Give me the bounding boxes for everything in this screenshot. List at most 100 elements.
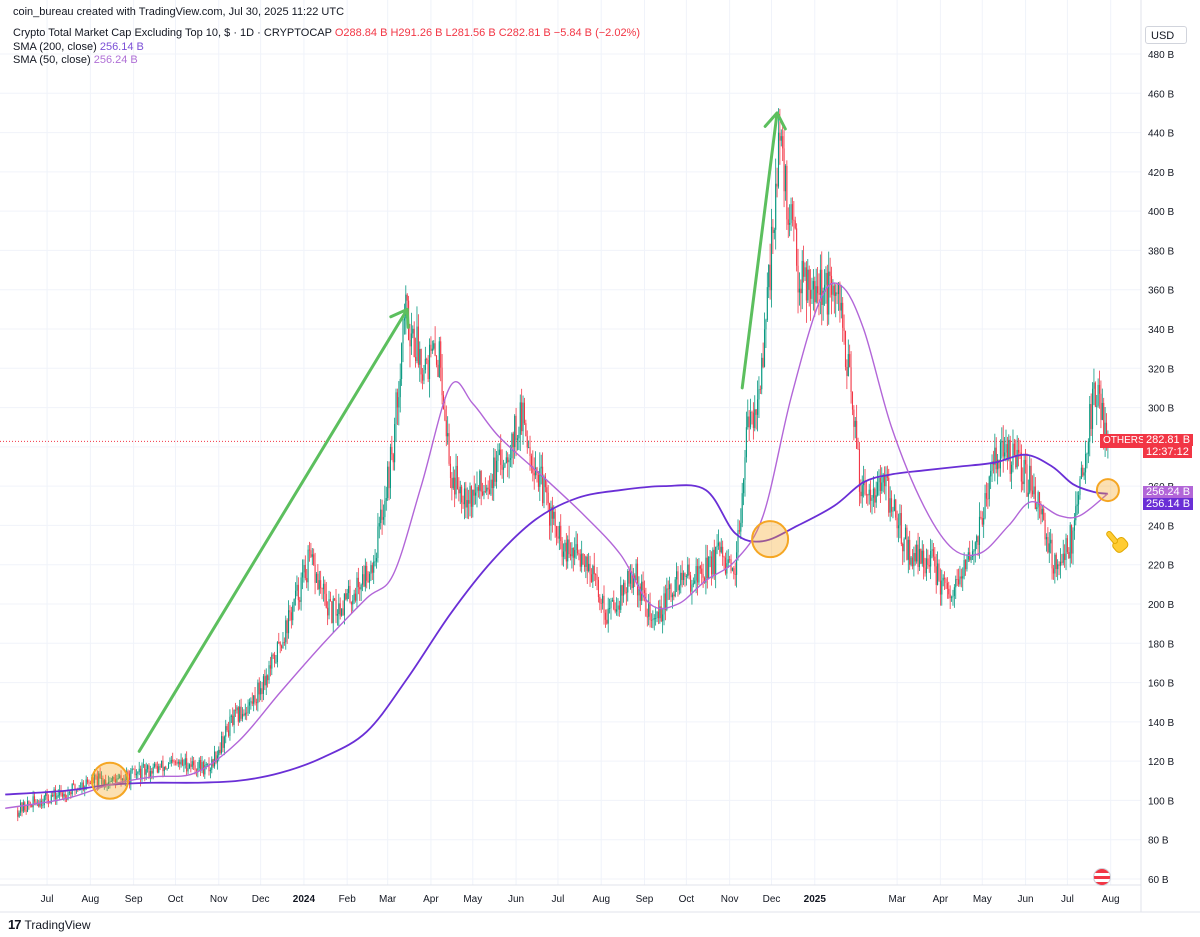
- candle-body: [921, 550, 923, 564]
- candle-body: [124, 779, 126, 781]
- candle-body: [512, 433, 514, 448]
- candle-body: [17, 810, 19, 817]
- candle-body: [1020, 452, 1022, 482]
- candle-body: [808, 269, 810, 290]
- candle-body: [736, 552, 738, 575]
- candle-body: [542, 466, 544, 504]
- candle-body: [434, 343, 436, 356]
- candle-body: [625, 592, 627, 594]
- candle-body: [289, 610, 291, 613]
- candle-body: [1006, 444, 1008, 458]
- candle-body: [244, 712, 246, 716]
- candle-body: [948, 588, 950, 595]
- candle-body: [631, 571, 633, 588]
- sma50-legend[interactable]: SMA (50, close) 256.24 B: [13, 54, 138, 67]
- candle-body: [699, 566, 701, 569]
- candle-body: [427, 360, 429, 380]
- candle-body: [734, 573, 736, 575]
- candle-body: [128, 773, 130, 785]
- candle-body: [528, 447, 530, 449]
- candle-body: [187, 768, 189, 772]
- annotations: [90, 111, 1129, 800]
- x-tick-label: Jul: [552, 894, 565, 905]
- candle-body: [313, 554, 315, 565]
- candle-body: [247, 705, 249, 714]
- candle-body: [623, 582, 625, 596]
- candle-body: [913, 552, 915, 567]
- candle-body: [969, 552, 971, 561]
- candle-body: [1090, 403, 1092, 429]
- tradingview-logo[interactable]: 17 TradingView: [8, 917, 91, 932]
- candle-body: [98, 773, 100, 786]
- candle-body: [155, 763, 157, 767]
- candle-body: [321, 588, 323, 590]
- crossover-circle: [751, 520, 790, 559]
- y-tick-label: 140 B: [1148, 718, 1174, 729]
- candle-body: [148, 765, 150, 778]
- candle-body: [789, 223, 791, 225]
- candle-body: [1086, 453, 1088, 455]
- symbol-legend[interactable]: Crypto Total Market Cap Excluding Top 10…: [13, 27, 640, 40]
- candle-body: [371, 565, 373, 573]
- candle-body: [681, 572, 683, 580]
- currency-selector[interactable]: USD: [1145, 26, 1187, 44]
- candle-body: [807, 269, 809, 301]
- candle-body: [73, 783, 75, 785]
- candle-body: [68, 792, 70, 794]
- candle-body: [54, 789, 57, 800]
- candle-body: [258, 682, 260, 695]
- candle-body: [782, 136, 784, 149]
- candle-body: [1062, 553, 1064, 563]
- candle-body: [405, 294, 407, 319]
- candle-body: [81, 782, 83, 789]
- candle-body: [348, 585, 350, 594]
- candle-body: [671, 594, 673, 598]
- y-tick-label: 200 B: [1148, 600, 1174, 611]
- candle-body: [268, 665, 270, 681]
- candle-body: [511, 433, 513, 459]
- candle-body: [881, 482, 883, 491]
- candle-body: [1080, 467, 1082, 479]
- candle-body: [50, 794, 52, 803]
- us-flag-icon[interactable]: [1093, 868, 1111, 886]
- candle-body: [475, 492, 477, 496]
- candle-body: [459, 486, 461, 494]
- candle-body: [1019, 452, 1021, 454]
- candle-body: [568, 539, 570, 555]
- candle-body: [45, 791, 47, 797]
- candle-body: [837, 283, 840, 295]
- candle-body: [705, 557, 707, 583]
- candle-body: [900, 513, 902, 544]
- candle-body: [482, 491, 484, 496]
- candle-body: [194, 765, 196, 770]
- y-tick-label: 80 B: [1148, 836, 1169, 847]
- candle-body: [659, 606, 661, 619]
- candle-body: [102, 778, 104, 787]
- candle-body: [997, 459, 999, 470]
- candle-body: [805, 267, 807, 301]
- candle-body: [241, 713, 244, 719]
- y-tick-label: 400 B: [1148, 207, 1174, 218]
- x-tick-label: 2024: [293, 894, 316, 905]
- candle-body: [994, 447, 996, 465]
- candle-body: [713, 549, 715, 575]
- candle-body: [82, 782, 84, 790]
- candle-body: [209, 769, 211, 772]
- candle-body: [857, 448, 859, 450]
- candle-body: [87, 779, 89, 783]
- candle-body: [430, 344, 432, 351]
- sma200-legend[interactable]: SMA (200, close) 256.14 B: [13, 41, 144, 54]
- candle-body: [416, 326, 418, 362]
- candle-body: [810, 289, 812, 299]
- candle-body: [176, 762, 178, 764]
- candle-body: [784, 165, 787, 192]
- candle-body: [1043, 508, 1045, 520]
- candle-body: [409, 339, 411, 347]
- candle-body: [814, 281, 816, 303]
- candle-body: [341, 608, 343, 616]
- candle-body: [720, 546, 722, 553]
- candle-body: [1034, 486, 1036, 509]
- candle-body: [1065, 538, 1067, 560]
- candle-body: [438, 341, 440, 377]
